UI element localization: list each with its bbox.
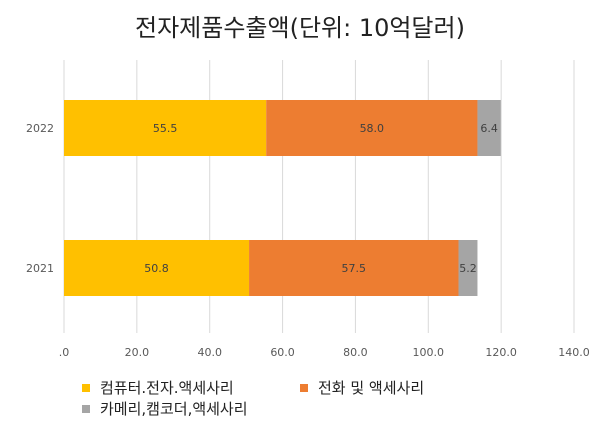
data-label: 50.8 bbox=[144, 262, 169, 275]
legend-swatch-phones bbox=[300, 383, 308, 392]
legend-swatch-computers bbox=[82, 383, 90, 392]
legend-label-phones: 전화 및 액세사리 bbox=[318, 379, 425, 397]
legend-label-computers: 컴퓨터.전자.액세사리 bbox=[100, 379, 234, 397]
x-tick-label: .0 bbox=[59, 346, 70, 359]
bar-segment bbox=[458, 240, 478, 296]
data-label: 5.2 bbox=[459, 262, 477, 275]
x-tick-label: 20.0 bbox=[125, 346, 150, 359]
bar-segment bbox=[477, 100, 501, 156]
bar-segment bbox=[266, 100, 478, 156]
x-tick-label: 60.0 bbox=[270, 346, 295, 359]
data-label: 55.5 bbox=[153, 122, 178, 135]
legend-item-cameras: 카메리,캠코더,액세사리 bbox=[82, 398, 248, 419]
data-labels: 55.5 58.0 6.4 50.8 57.5 5.2 bbox=[144, 122, 498, 275]
legend-item-computers: 컴퓨터.전자.액세사리 bbox=[82, 377, 234, 398]
data-label: 57.5 bbox=[342, 262, 367, 275]
x-tick-label: 120.0 bbox=[485, 346, 517, 359]
bar-segment bbox=[249, 240, 459, 296]
x-tick-label: 140.0 bbox=[558, 346, 590, 359]
chart-title: 전자제품수출액(단위: 10억달러) bbox=[135, 14, 465, 42]
legend-swatch-cameras bbox=[82, 404, 90, 413]
bar-segment bbox=[64, 100, 267, 156]
data-label: 6.4 bbox=[480, 122, 498, 135]
x-tick-label: 100.0 bbox=[413, 346, 445, 359]
category-label: 2021 bbox=[26, 262, 54, 275]
x-tick-label: 40.0 bbox=[197, 346, 222, 359]
y-axis-tick-labels: 2022 2021 bbox=[26, 122, 54, 275]
legend-item-phones: 전화 및 액세사리 bbox=[300, 377, 424, 398]
category-label: 2022 bbox=[26, 122, 54, 135]
bars bbox=[64, 100, 501, 296]
x-tick-label: 80.0 bbox=[343, 346, 368, 359]
data-label: 58.0 bbox=[360, 122, 385, 135]
x-axis-tick-labels: .0 20.0 40.0 60.0 80.0 100.0 120.0 140.0 bbox=[59, 346, 590, 359]
legend-label-cameras: 카메리,캠코더,액세사리 bbox=[100, 400, 248, 418]
bar-segment bbox=[64, 240, 250, 296]
